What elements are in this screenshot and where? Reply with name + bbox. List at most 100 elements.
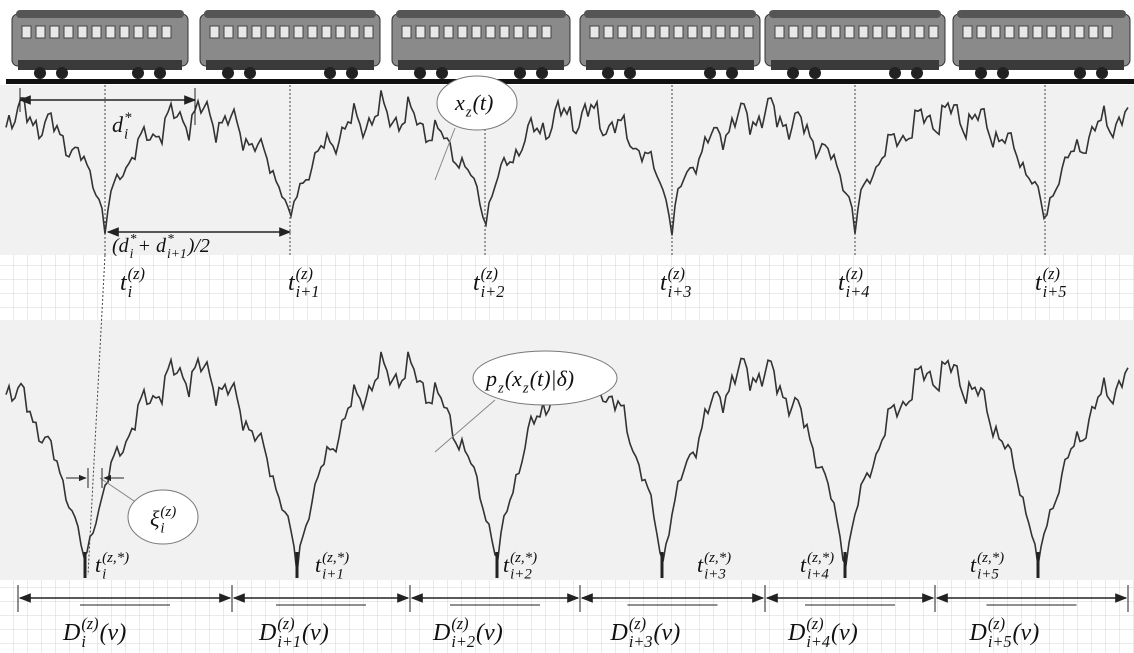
car-skirt [18, 60, 182, 70]
car-window [976, 25, 987, 39]
label-sub: i+2 [481, 282, 505, 301]
label-sup: * [167, 231, 174, 246]
car-window [147, 25, 158, 39]
wheel [975, 67, 987, 79]
car-window [743, 25, 754, 39]
car-window [119, 25, 130, 39]
rail [6, 79, 1134, 84]
car-window [715, 25, 726, 39]
label-sub: i+5 [1043, 282, 1067, 301]
car-window [788, 25, 799, 39]
callout-pointer [99, 477, 141, 506]
label-sup: (z) [629, 614, 646, 633]
car-window [589, 25, 600, 39]
label-sub: z [522, 381, 529, 397]
label-text: (d [112, 235, 130, 257]
label-text: D [258, 620, 276, 646]
label-text: (v) [1013, 620, 1040, 646]
wheel [244, 67, 256, 79]
car-roof [957, 10, 1126, 18]
label-text: D [432, 620, 450, 646]
car-skirt [586, 60, 754, 70]
car-window [886, 25, 897, 39]
wheel [132, 67, 144, 79]
label-sup: (z,*) [510, 550, 537, 566]
car-body [952, 13, 1131, 67]
wheel [704, 67, 716, 79]
car-window [265, 25, 276, 39]
wheel [414, 67, 426, 79]
car-window [990, 25, 1001, 39]
label-sup: (z,*) [977, 550, 1004, 566]
wheel [56, 67, 68, 79]
car-window [429, 25, 440, 39]
lower-grid [0, 580, 1134, 653]
car-window [830, 25, 841, 39]
label-text: (v) [476, 620, 503, 646]
label-sup: (z) [988, 614, 1005, 633]
upper-panel [0, 85, 1134, 255]
car-window [617, 25, 628, 39]
label-sup: * [130, 231, 137, 246]
label-text: (x [505, 366, 522, 391]
label-text: t [800, 552, 807, 577]
car-window [251, 25, 262, 39]
label-sup: (z) [668, 264, 685, 283]
label-text: (v) [654, 620, 681, 646]
label-sup: (z,*) [102, 550, 129, 566]
label-sub: i+1 [296, 282, 320, 301]
label-sub: i+3 [629, 632, 653, 651]
label-text: (v) [100, 620, 127, 646]
wheel [154, 67, 166, 79]
label-sub: i+1 [167, 246, 187, 261]
car-window [816, 25, 827, 39]
car-window [900, 25, 911, 39]
upper-grid [0, 255, 1134, 320]
label-text: p [484, 366, 497, 391]
wheel [536, 67, 548, 79]
wheel [624, 67, 636, 79]
label-sup: (z) [81, 614, 98, 633]
label-text: t [288, 270, 296, 296]
car-roof [769, 10, 941, 18]
label-sup: (z) [451, 614, 468, 633]
car-skirt [771, 60, 939, 70]
car-window [659, 25, 670, 39]
wheel [889, 67, 901, 79]
car-window [363, 25, 374, 39]
car-window [872, 25, 883, 39]
label-text: x [454, 90, 465, 115]
car-window [161, 25, 172, 39]
label-text: t [838, 270, 846, 296]
car-window [105, 25, 116, 39]
label-sup: * [124, 110, 132, 126]
label-sup: (z) [1043, 264, 1060, 283]
car-window [321, 25, 332, 39]
car-roof [396, 10, 566, 18]
annotations: d *i(d *i + d *i+1)/2x z (t)p z (x z (t)|δ)ξ (z)it… [5, 75, 1129, 651]
label-sup: (z) [160, 504, 176, 520]
wheel [34, 67, 46, 79]
wheel [1074, 67, 1086, 79]
car-window [223, 25, 234, 39]
label-text: t [473, 270, 481, 296]
car-body [391, 13, 571, 67]
car-window [774, 25, 785, 39]
car-skirt [206, 60, 374, 70]
label-sub: i+3 [668, 282, 692, 301]
label-sub: i [81, 632, 86, 651]
car-window [1102, 25, 1113, 39]
label-text: D [787, 620, 805, 646]
label-sub: i [102, 567, 106, 583]
car-window [541, 25, 552, 39]
label-text: t [970, 552, 977, 577]
car-window [1046, 25, 1057, 39]
car-window [49, 25, 60, 39]
car-window [443, 25, 454, 39]
guide-line [87, 254, 106, 576]
label-sub: i+2 [451, 632, 475, 651]
label-text: t [503, 552, 510, 577]
car-window [471, 25, 482, 39]
label-text: (v) [302, 620, 329, 646]
wheel [726, 67, 738, 79]
